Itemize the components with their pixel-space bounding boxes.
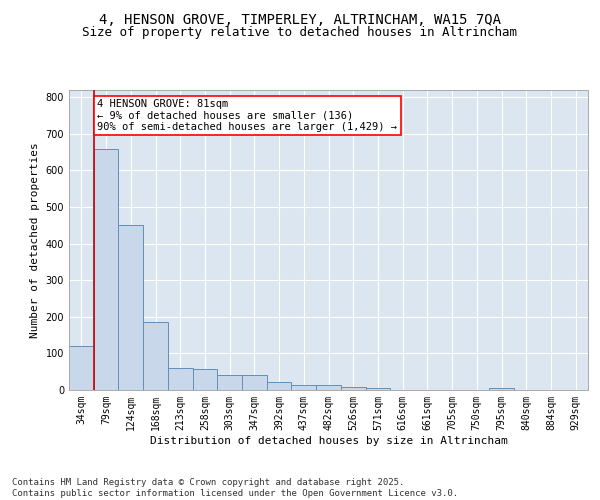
Bar [292, 385, 316, 390]
Text: 4 HENSON GROVE: 81sqm
← 9% of detached houses are smaller (136)
90% of semi-deta: 4 HENSON GROVE: 81sqm ← 9% of detached h… [97, 99, 397, 132]
Bar [217, 374, 242, 390]
Text: Contains HM Land Registry data © Crown copyright and database right 2025.
Contai: Contains HM Land Registry data © Crown c… [12, 478, 458, 498]
X-axis label: Distribution of detached houses by size in Altrincham: Distribution of detached houses by size … [149, 436, 508, 446]
Y-axis label: Number of detached properties: Number of detached properties [30, 142, 40, 338]
Bar [168, 368, 193, 390]
Bar [365, 388, 390, 390]
Bar [143, 322, 168, 390]
Bar [341, 387, 365, 390]
Bar [69, 346, 94, 390]
Bar [489, 388, 514, 390]
Text: 4, HENSON GROVE, TIMPERLEY, ALTRINCHAM, WA15 7QA: 4, HENSON GROVE, TIMPERLEY, ALTRINCHAM, … [99, 12, 501, 26]
Bar [242, 374, 267, 390]
Bar [316, 385, 341, 390]
Text: Size of property relative to detached houses in Altrincham: Size of property relative to detached ho… [83, 26, 517, 39]
Bar [267, 382, 292, 390]
Bar [94, 148, 118, 390]
Bar [118, 226, 143, 390]
Bar [193, 369, 217, 390]
